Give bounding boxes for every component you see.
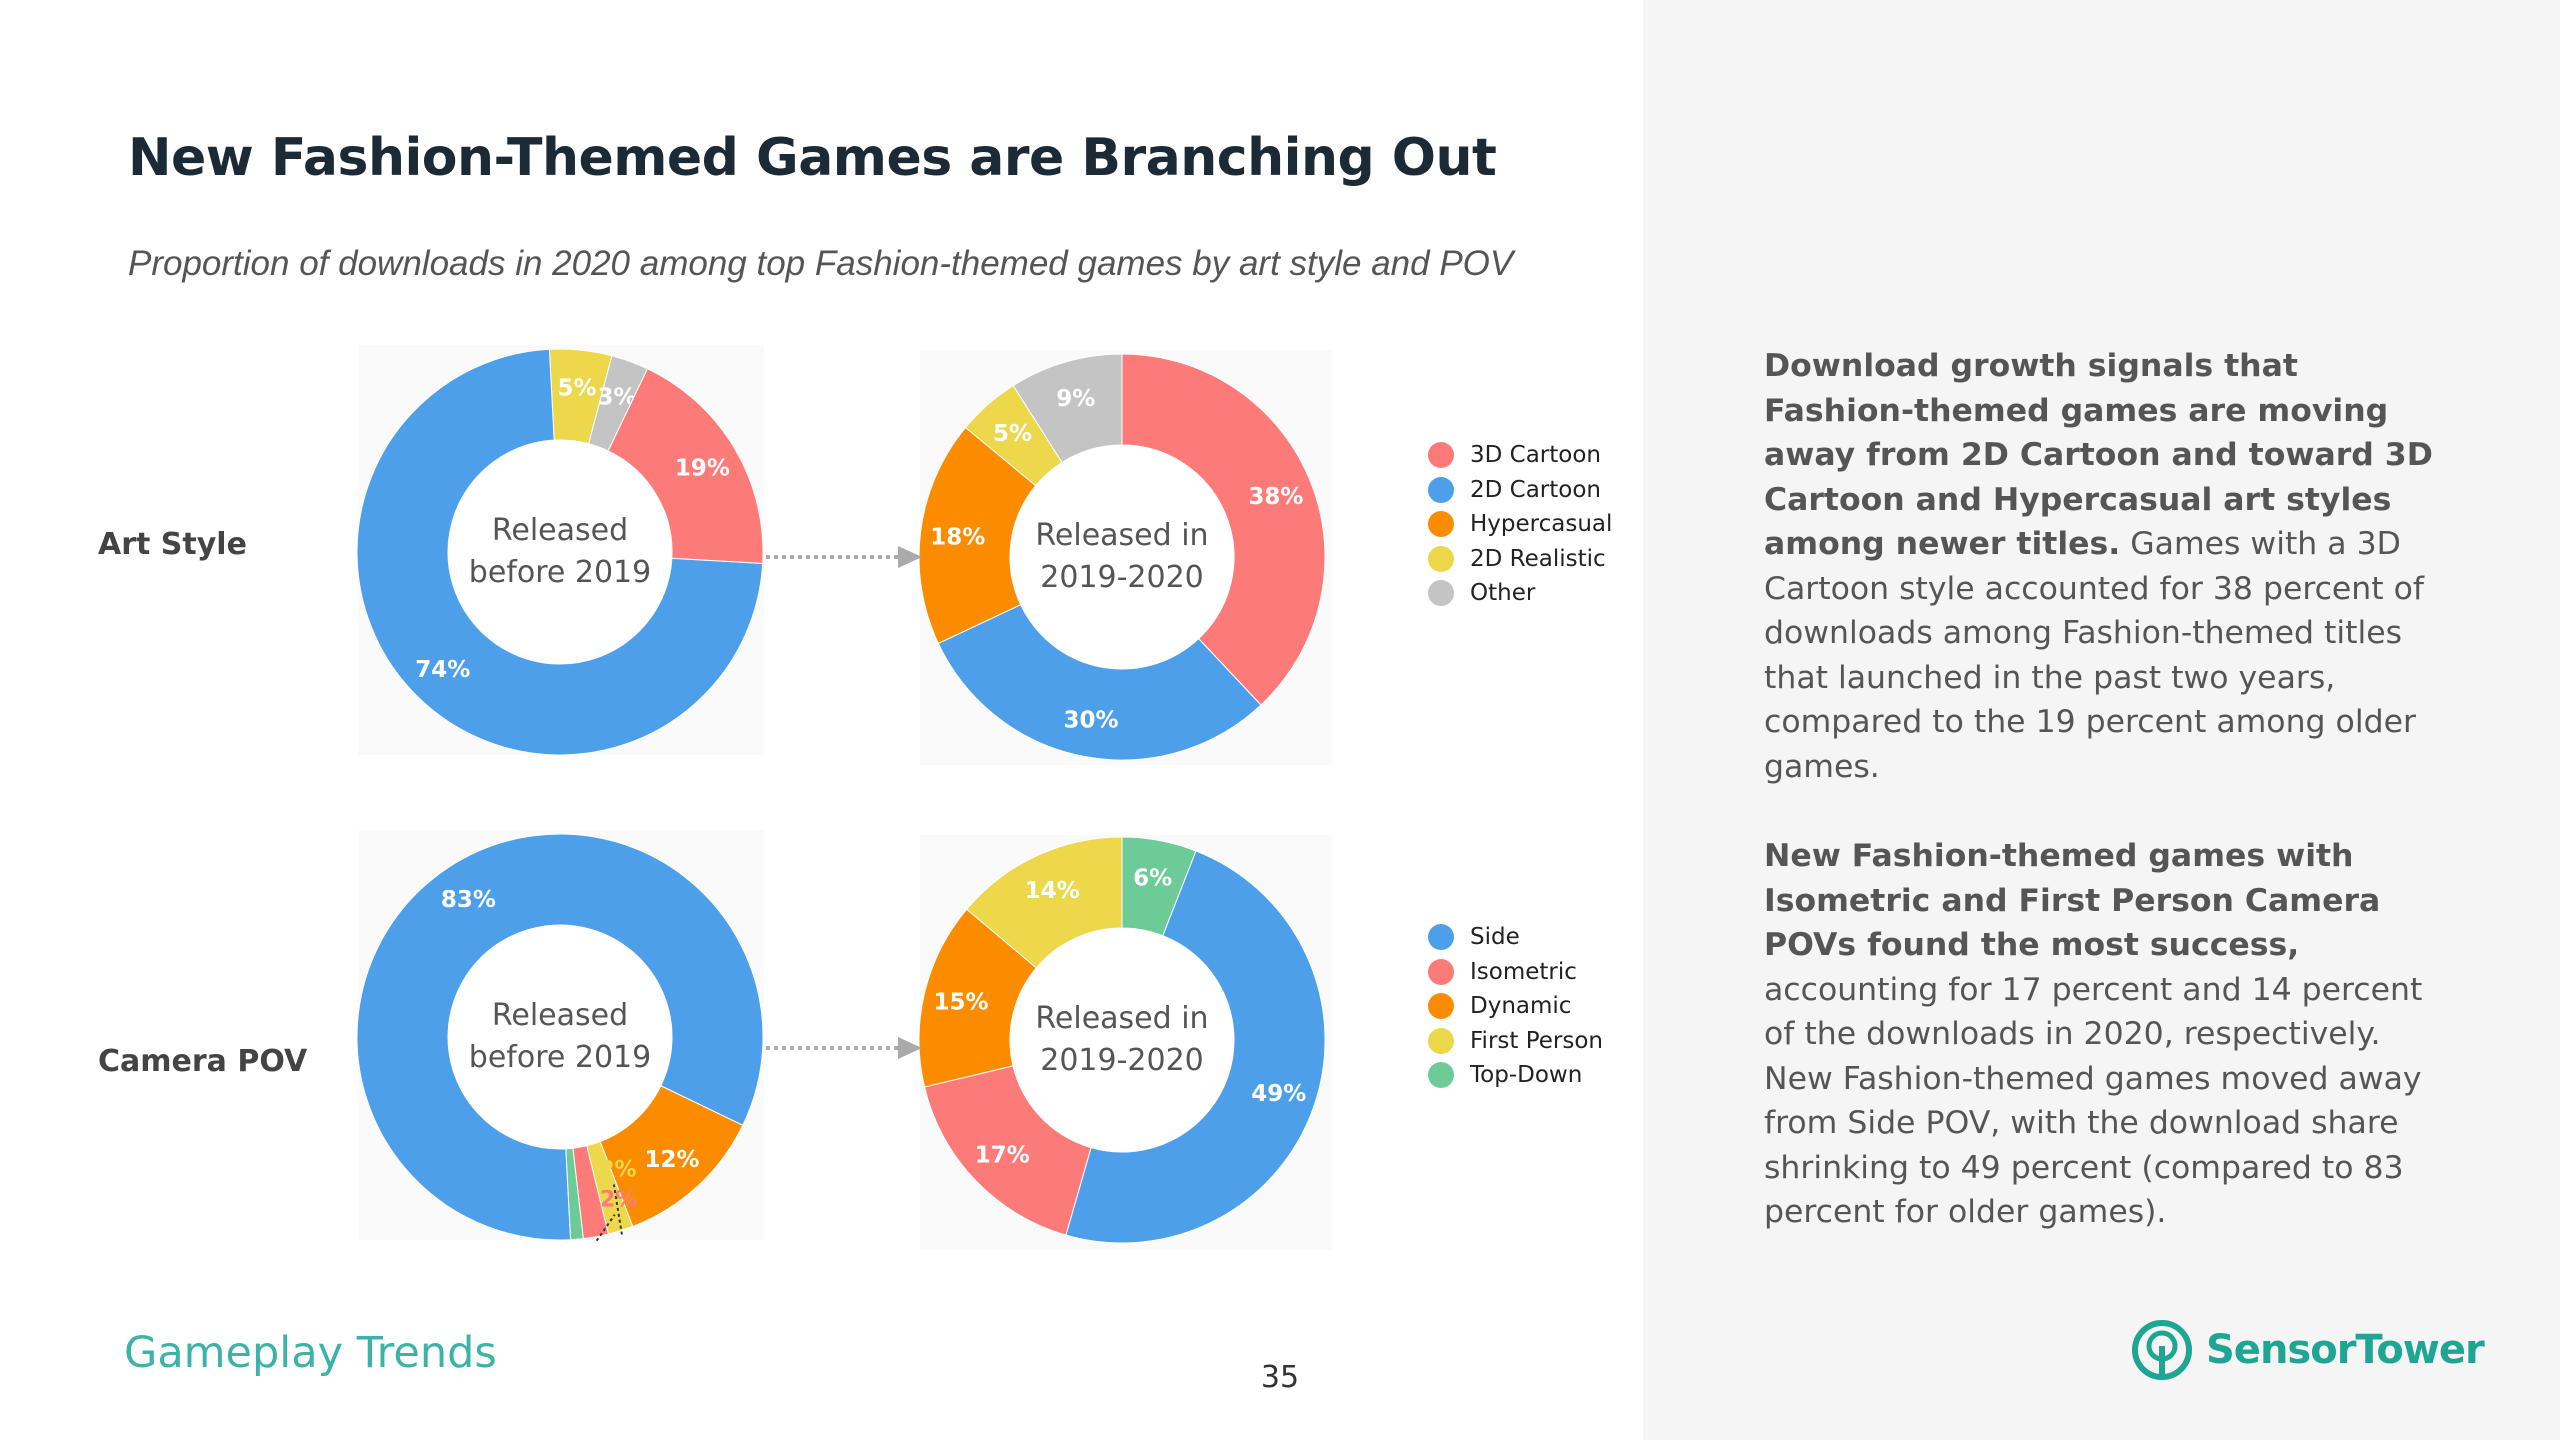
legend-swatch	[1428, 580, 1454, 607]
legend-label: 3D Cartoon	[1470, 442, 1602, 469]
slice-data-label: 38%	[1248, 484, 1303, 510]
row-label-camera-pov: Camera POV	[98, 1044, 308, 1079]
donut-center-label: Released in	[1035, 1001, 1208, 1036]
insight-art-style-text: Games with a 3D Cartoon style accounted …	[1764, 526, 2424, 785]
donut-hole	[1010, 928, 1234, 1152]
legend-camera-pov-item: Isometric	[1428, 955, 1603, 990]
legend-label: Side	[1470, 924, 1520, 951]
slice-data-label: 5%	[993, 421, 1032, 447]
slice-data-label: 49%	[1251, 1081, 1306, 1107]
legend-camera-pov-item: First Person	[1428, 1024, 1603, 1059]
legend-label: 2D Realistic	[1470, 545, 1606, 572]
legend-art-style-item: 2D Cartoon	[1428, 473, 1612, 508]
insight-art-style: Download growth signals that Fashion-the…	[1764, 344, 2454, 789]
slice-data-label: 2%	[600, 1188, 637, 1213]
sensortower-logo-icon	[2132, 1320, 2192, 1380]
section-name: Gameplay Trends	[124, 1328, 497, 1378]
legend-label: Other	[1470, 580, 1536, 607]
donut-hole	[1010, 445, 1234, 669]
legend-label: First Person	[1470, 1027, 1604, 1054]
slice-data-label: 15%	[933, 990, 988, 1016]
slice-data-label: 83%	[441, 887, 496, 913]
slice-data-label: 18%	[930, 524, 985, 550]
legend-label: 2D Cartoon	[1470, 476, 1602, 503]
legend-label: Hypercasual	[1470, 511, 1613, 538]
legend-label: Dynamic	[1470, 993, 1572, 1020]
legend-camera-pov: Side Isometric Dynamic First Person Top-Down	[1428, 920, 1603, 1093]
donut-hole	[448, 925, 672, 1149]
sidebar-panel	[1643, 0, 2560, 1440]
insight-art-style-bold: Download growth signals that Fashion-the…	[1764, 348, 2433, 562]
callout-line	[595, 1214, 616, 1242]
arrow-head-icon	[898, 1037, 922, 1059]
insight-camera-pov-text: accounting for 17 percent and 14 percent…	[1764, 971, 2423, 1231]
legend-swatch	[1428, 1027, 1454, 1054]
brand-name: SensorTower	[2206, 1327, 2485, 1373]
brand-logo: SensorTower	[2130, 1318, 2485, 1382]
legend-swatch	[1428, 476, 1454, 503]
slice-data-label: 12%	[644, 1147, 699, 1173]
slice-data-label: 6%	[1133, 865, 1172, 891]
legend-art-style-item: 3D Cartoon	[1428, 438, 1612, 473]
slice-data-label: 19%	[675, 456, 730, 482]
donut-slice-3d-cartoon	[1121, 353, 1326, 706]
legend-swatch	[1428, 958, 1454, 985]
legend-art-style-item: Hypercasual	[1428, 507, 1612, 542]
donut-slice-2d-cartoon	[356, 348, 764, 756]
slice-data-label: 9%	[1056, 386, 1095, 412]
legend-swatch	[1428, 545, 1454, 572]
page-subtitle: Proportion of downloads in 2020 among to…	[128, 244, 1514, 283]
legend-swatch	[1428, 511, 1454, 538]
page-number: 35	[1260, 1360, 1300, 1395]
legend-art-style-item: 2D Realistic	[1428, 542, 1612, 577]
insight-camera-pov-bold: New Fashion-themed games with Isometric …	[1764, 838, 2381, 963]
donut-center-label: 2019-2020	[1040, 560, 1204, 595]
legend-label: Isometric	[1470, 958, 1577, 985]
donut-center-label: before 2019	[469, 555, 651, 590]
donut-center-label: 2019-2020	[1040, 1043, 1204, 1078]
slice-data-label: 2%	[599, 1158, 636, 1183]
legend-swatch	[1428, 993, 1454, 1020]
slice-data-label: 14%	[1025, 878, 1080, 904]
donut-hole	[448, 440, 672, 664]
donut-center-label: Released	[492, 513, 628, 548]
slice-data-label: 74%	[415, 657, 470, 683]
insight-camera-pov: New Fashion-themed games with Isometric …	[1764, 834, 2454, 1235]
slice-data-label: 30%	[1063, 708, 1118, 734]
donut-center-label: before 2019	[469, 1040, 651, 1075]
legend-swatch	[1428, 1062, 1454, 1089]
legend-camera-pov-item: Dynamic	[1428, 989, 1603, 1024]
arrow-head-icon	[898, 546, 922, 568]
page-title: New Fashion-Themed Games are Branching O…	[128, 128, 1497, 188]
legend-swatch	[1428, 924, 1454, 951]
row-label-art-style: Art Style	[98, 527, 247, 562]
legend-camera-pov-item: Top-Down	[1428, 1058, 1603, 1093]
legend-art-style-item: Other	[1428, 576, 1612, 611]
legend-art-style: 3D Cartoon 2D Cartoon Hypercasual 2D Realis…	[1428, 438, 1612, 611]
legend-swatch	[1428, 442, 1454, 469]
legend-label: Top-Down	[1470, 1062, 1583, 1089]
slice-data-label: 5%	[558, 375, 597, 401]
donut-center-label: Released	[492, 998, 628, 1033]
legend-camera-pov-item: Side	[1428, 920, 1603, 955]
donut-center-label: Released in	[1035, 518, 1208, 553]
callout-line	[612, 1184, 623, 1235]
slice-data-label: 17%	[975, 1142, 1030, 1168]
